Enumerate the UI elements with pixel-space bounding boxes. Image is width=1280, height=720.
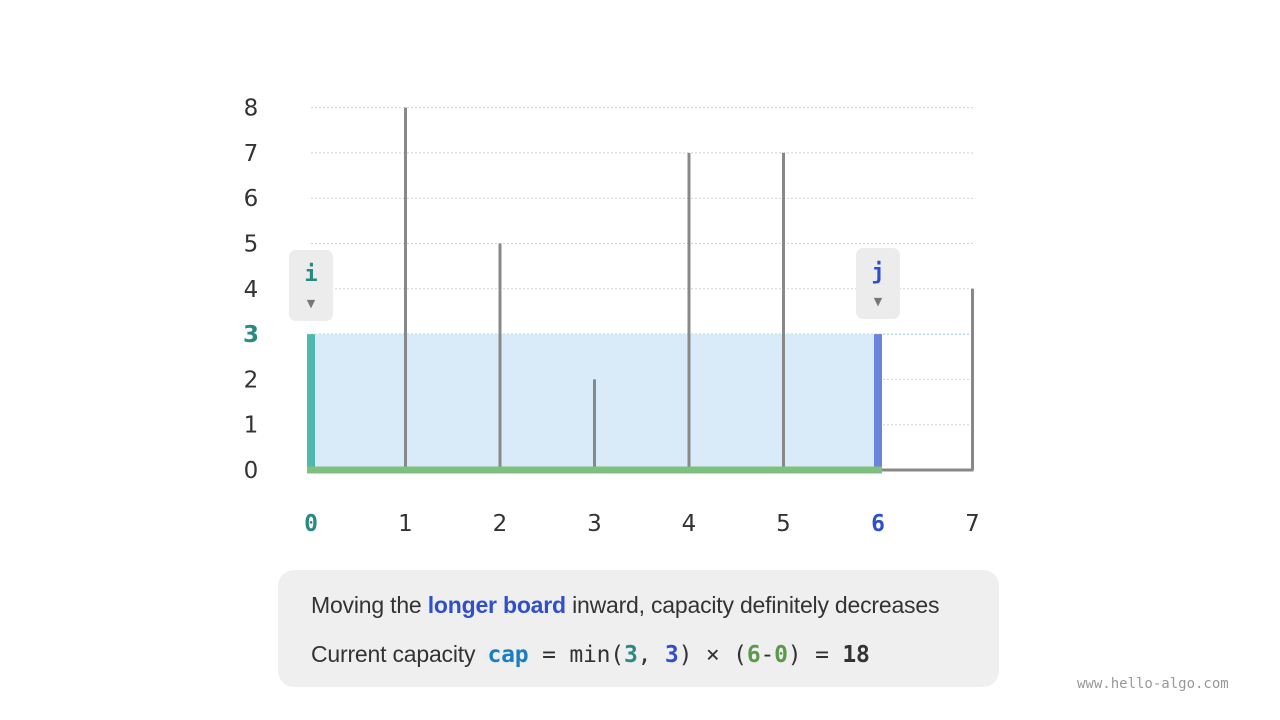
capacity-label: Current capacity <box>311 641 476 667</box>
pointer-j-arrow-icon: ▼ <box>874 295 883 308</box>
x-tick-label: 0 <box>304 511 318 537</box>
x-axis-tick-labels: 0 1 2 3 4 5 6 7 <box>304 511 980 537</box>
info-line-1: Moving the longer board inward, capacity… <box>311 592 939 619</box>
info-highlight: longer board <box>427 592 566 618</box>
pointer-i-box <box>289 250 333 321</box>
y-tick-label: 3 <box>243 322 259 348</box>
formula-result: 18 <box>842 642 870 668</box>
y-tick-label: 0 <box>244 458 259 484</box>
formula-mid: ) × ( <box>678 642 747 668</box>
info-text-pre: Moving the <box>311 592 428 618</box>
pointer-i-arrow-icon: ▼ <box>307 297 316 310</box>
x-tick-label: 5 <box>776 511 791 537</box>
y-tick-label: 8 <box>244 96 259 122</box>
pointer-j-box <box>856 248 900 319</box>
info-text-post: inward, capacity definitely decreases <box>565 592 940 618</box>
pointer-j-label: j <box>871 260 884 285</box>
y-tick-label: 6 <box>244 186 259 212</box>
y-tick-label: 5 <box>244 232 259 258</box>
y-tick-label: 4 <box>244 277 259 303</box>
formula-var: cap <box>487 642 529 668</box>
formula-minus: - <box>760 642 775 668</box>
pointer-i-label: i <box>304 262 317 287</box>
boards <box>307 107 974 470</box>
x-tick-label: 3 <box>587 511 602 537</box>
formula-close: ) = <box>787 642 843 668</box>
formula-eq1: = min( <box>528 642 624 668</box>
y-tick-label: 2 <box>244 367 259 393</box>
formula-a: 3 <box>623 642 638 668</box>
x-tick-label: 4 <box>682 511 697 537</box>
info-line-2: Current capacity cap = min(3, 3) × (6-0)… <box>311 641 870 668</box>
formula-comma: , <box>637 642 665 668</box>
x-tick-label: 7 <box>965 511 980 537</box>
formula-b: 3 <box>664 642 679 668</box>
info-card: Moving the longer board inward, capacity… <box>278 570 999 687</box>
x-tick-label: 1 <box>398 511 413 537</box>
capacity-formula: cap = min(3, 3) × (6-0) = 18 <box>487 642 869 668</box>
pointers: i ▼ j ▼ <box>289 248 900 321</box>
x-tick-label: 6 <box>871 511 885 537</box>
y-tick-label: 7 <box>244 141 259 167</box>
y-tick-label: 1 <box>244 413 259 439</box>
x-tick-label: 2 <box>493 511 508 537</box>
watermark: www.hello-algo.com <box>1077 676 1229 692</box>
formula-d: 0 <box>774 642 788 668</box>
formula-c: 6 <box>746 642 761 668</box>
y-axis-tick-labels: 0 1 2 3 4 5 6 7 8 <box>243 96 259 484</box>
